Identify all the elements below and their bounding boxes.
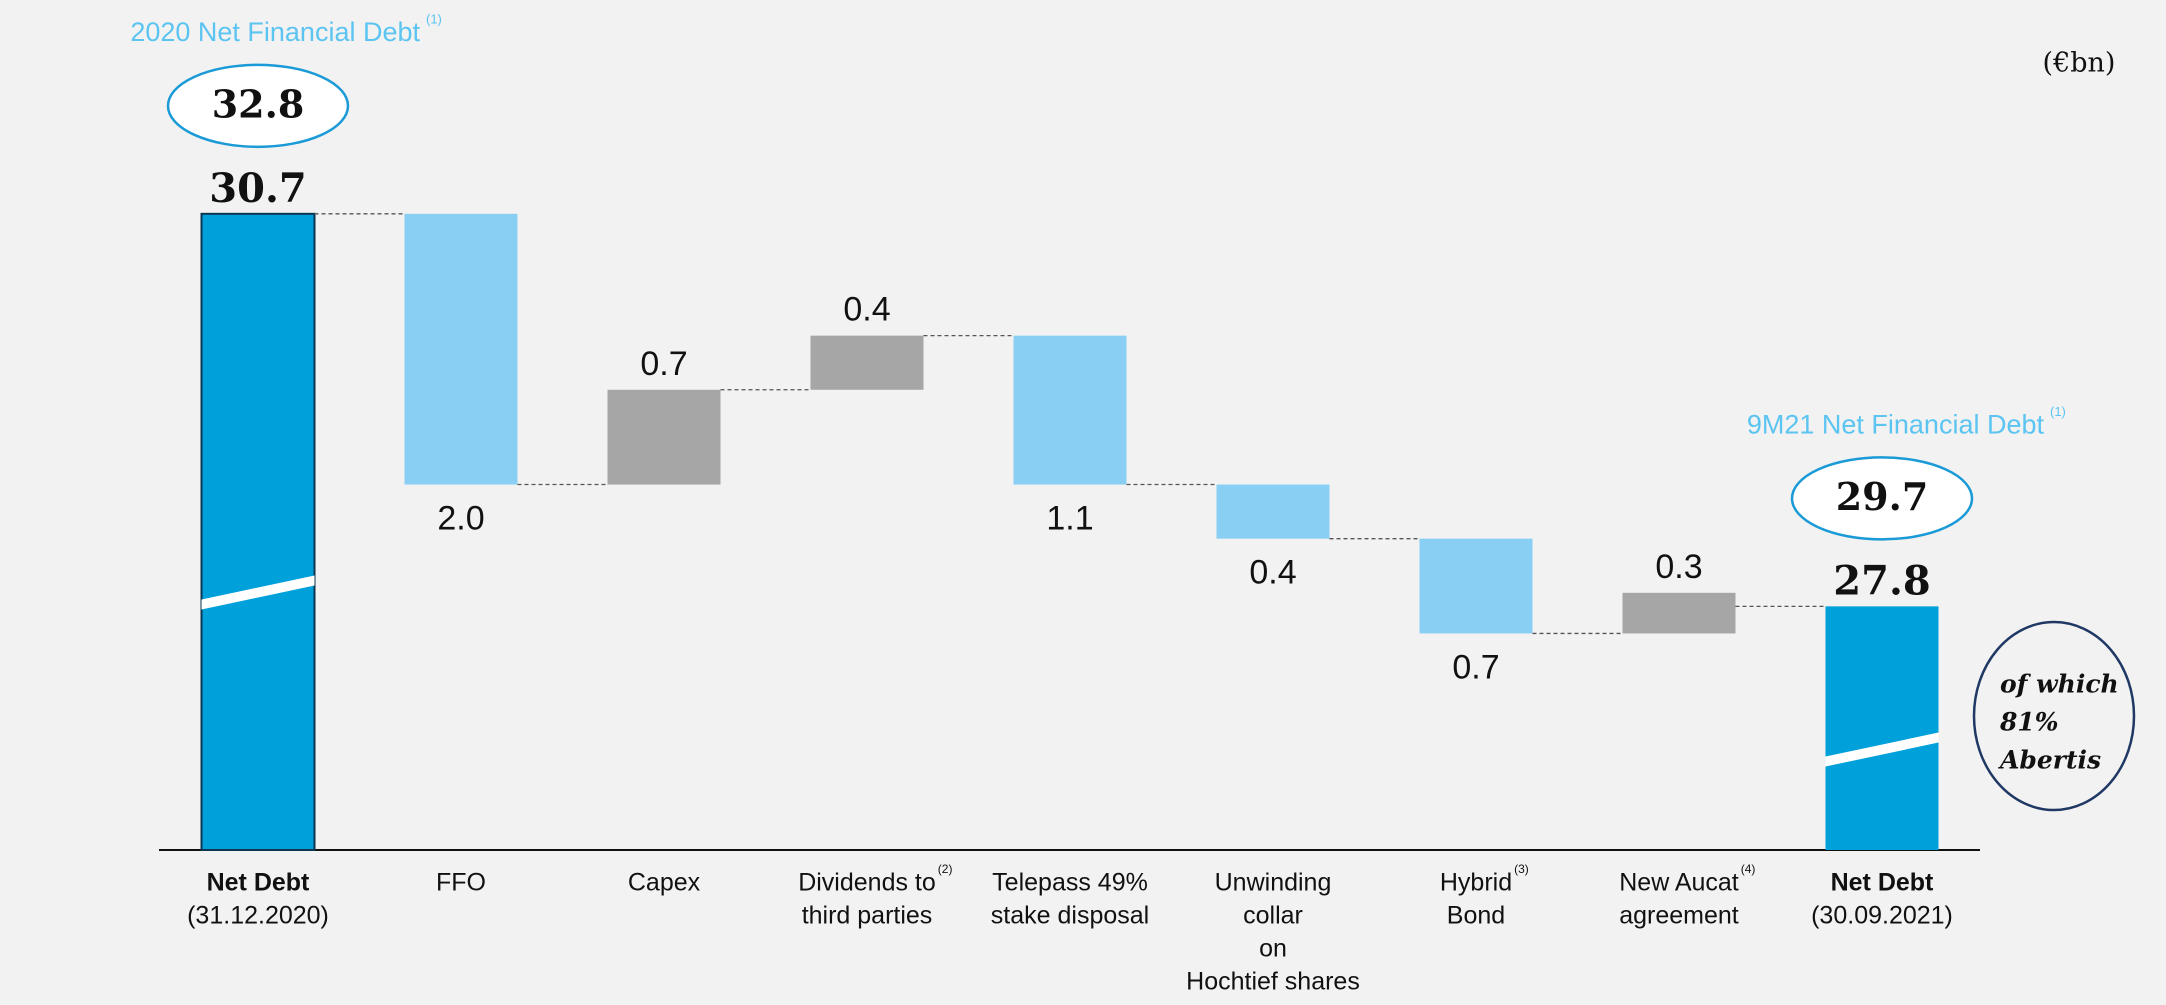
x-tick-label: FFO	[436, 869, 486, 897]
x-tick-label: Hybrid	[1440, 869, 1512, 897]
value-label: 0.7	[1452, 648, 1499, 686]
x-tick-label: (30.09.2021)	[1811, 902, 1953, 930]
callout-text: 81%	[1999, 708, 2059, 737]
value-label: 0.3	[1655, 548, 1702, 586]
bar	[1216, 484, 1330, 539]
callout-ellipse	[1972, 620, 2136, 812]
value-label: 1.1	[1046, 500, 1093, 538]
x-tick-label: Bond	[1447, 902, 1505, 930]
bar	[1622, 592, 1736, 634]
axis-break	[201, 575, 315, 610]
x-tick-label: (31.12.2020)	[187, 902, 329, 930]
value-label: 0.4	[1249, 554, 1296, 592]
bar	[1825, 606, 1939, 850]
x-tick-label: Dividends to	[798, 869, 936, 897]
footnote-marker: (4)	[1741, 862, 1756, 876]
annotation-title: 9M21 Net Financial Debt	[1747, 409, 2045, 439]
annotation-ellipse	[1790, 456, 1974, 541]
x-tick-label: Net Debt	[1831, 869, 1934, 897]
bar	[810, 335, 924, 390]
bar	[1013, 335, 1127, 485]
bar	[200, 212, 316, 852]
callout-text: Abertis	[1998, 746, 2101, 775]
x-tick-label: Net Debt	[207, 869, 310, 897]
callout-text: of which	[2000, 670, 2119, 699]
bar	[404, 213, 518, 485]
x-tick-label: New Aucat	[1619, 869, 1739, 897]
x-tick-label: Capex	[628, 869, 701, 897]
annotation-note: (1)	[2050, 404, 2066, 419]
footnote-marker: (2)	[938, 862, 953, 876]
x-tick-label: third parties	[802, 902, 933, 930]
x-tick-label: on	[1259, 935, 1287, 963]
x-tick-label: Telepass 49%	[992, 869, 1148, 897]
footnote-marker: (3)	[1514, 862, 1529, 876]
value-label: 30.7	[209, 165, 306, 212]
annotation-note: (1)	[426, 11, 442, 26]
value-label: 0.4	[843, 291, 890, 329]
annotation-value: 29.7	[1836, 474, 1929, 519]
value-label: 2.0	[437, 500, 484, 538]
axis-break	[1825, 732, 1939, 767]
x-tick-label: collar	[1243, 902, 1303, 930]
bar	[1419, 538, 1533, 634]
annotation-value: 32.8	[212, 81, 305, 126]
x-tick-label: Unwinding	[1215, 869, 1332, 897]
bar	[607, 389, 721, 485]
value-label: 27.8	[1833, 557, 1930, 604]
annotation-title: 2020 Net Financial Debt	[130, 17, 420, 47]
x-tick-label: Hochtief shares	[1186, 968, 1360, 996]
unit-label: (€bn)	[2043, 48, 2116, 79]
annotation-ellipse	[166, 63, 350, 149]
value-label: 0.7	[640, 345, 687, 383]
x-tick-label: stake disposal	[991, 902, 1149, 930]
x-tick-label: agreement	[1619, 902, 1739, 930]
